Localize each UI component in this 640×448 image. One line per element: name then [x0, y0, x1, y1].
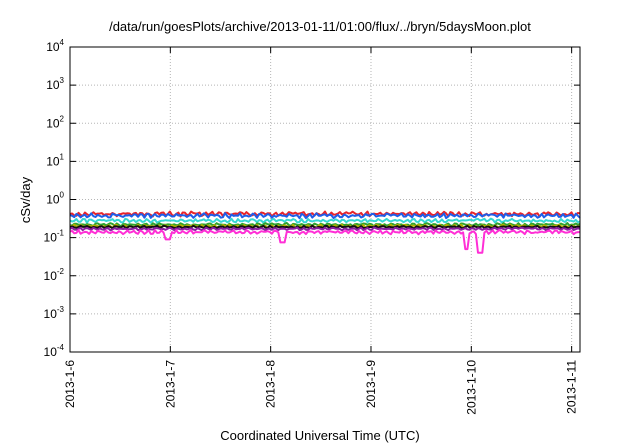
y-tick-label: 10-3 — [44, 305, 65, 321]
y-tick-label: 10-1 — [44, 229, 65, 245]
series-line — [69, 229, 580, 254]
x-tick-label: 2013-1-11 — [565, 360, 579, 414]
series-line — [69, 210, 581, 218]
y-tick-label: 100 — [46, 191, 64, 207]
grid-layer — [70, 47, 580, 352]
x-tick-label: 2013-1-10 — [464, 360, 478, 415]
y-tick-label: 101 — [46, 152, 64, 168]
tick-layer: 10-4 10-3 10-2 10-1 100 101 102 103 104 2013-1-6 2… — [44, 38, 580, 415]
y-axis-title: cSv/day — [18, 176, 33, 223]
y-tick-label: 103 — [46, 76, 64, 92]
series-line — [69, 224, 581, 230]
series-layer — [69, 210, 581, 254]
series-line — [69, 217, 581, 224]
y-tick-label: 104 — [46, 38, 64, 54]
chart-title: /data/run/goesPlots/archive/2013-01-11/0… — [109, 19, 531, 34]
x-tick-label: 2013-1-8 — [264, 360, 278, 408]
y-tick-label: 10-4 — [44, 343, 65, 359]
series-line — [69, 212, 581, 220]
x-tick-label: 2013-1-9 — [364, 360, 378, 408]
y-tick-label: 102 — [46, 114, 64, 130]
x-tick-label: 2013-1-7 — [163, 360, 177, 408]
series-line — [69, 226, 581, 232]
x-axis-title: Coordinated Universal Time (UTC) — [220, 428, 420, 443]
y-tick-label: 10-2 — [44, 267, 65, 283]
x-tick-label: 2013-1-6 — [63, 360, 77, 408]
